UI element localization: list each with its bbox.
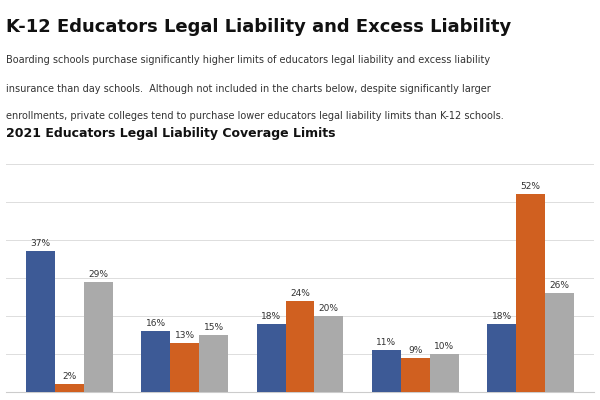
Text: 24%: 24% — [290, 289, 310, 298]
Bar — [401, 358, 430, 392]
Text: 2%: 2% — [62, 372, 77, 381]
Text: insurance than day schools.  Although not included in the charts below, despite : insurance than day schools. Although not… — [6, 84, 491, 94]
Bar — [84, 282, 113, 392]
Text: Boarding schools purchase significantly higher limits of educators legal liabili: Boarding schools purchase significantly … — [6, 55, 490, 65]
Text: 16%: 16% — [146, 319, 166, 328]
Text: 52%: 52% — [521, 182, 541, 191]
Bar — [430, 354, 458, 392]
Text: 26%: 26% — [550, 281, 569, 290]
Text: 37%: 37% — [31, 239, 50, 248]
Text: 11%: 11% — [376, 338, 397, 347]
Bar — [170, 342, 199, 392]
Bar — [487, 324, 516, 392]
Bar — [545, 293, 574, 392]
Bar — [286, 301, 314, 392]
Bar — [199, 335, 228, 392]
Bar — [55, 384, 84, 392]
Bar — [314, 316, 343, 392]
Bar — [257, 324, 286, 392]
Text: 13%: 13% — [175, 330, 195, 340]
Text: 10%: 10% — [434, 342, 454, 351]
Text: 18%: 18% — [261, 312, 281, 320]
Bar — [142, 331, 170, 392]
Text: enrollments, private colleges tend to purchase lower educators legal liability l: enrollments, private colleges tend to pu… — [6, 111, 504, 121]
Text: 15%: 15% — [203, 323, 224, 332]
Bar — [372, 350, 401, 392]
Bar — [26, 251, 55, 392]
Text: 9%: 9% — [408, 346, 422, 355]
Text: 29%: 29% — [88, 270, 108, 279]
Text: 18%: 18% — [492, 312, 512, 320]
Text: 20%: 20% — [319, 304, 339, 313]
Text: K-12 Educators Legal Liability and Excess Liability: K-12 Educators Legal Liability and Exces… — [6, 18, 511, 36]
Bar — [516, 194, 545, 392]
Text: 2021 Educators Legal Liability Coverage Limits: 2021 Educators Legal Liability Coverage … — [6, 126, 335, 140]
